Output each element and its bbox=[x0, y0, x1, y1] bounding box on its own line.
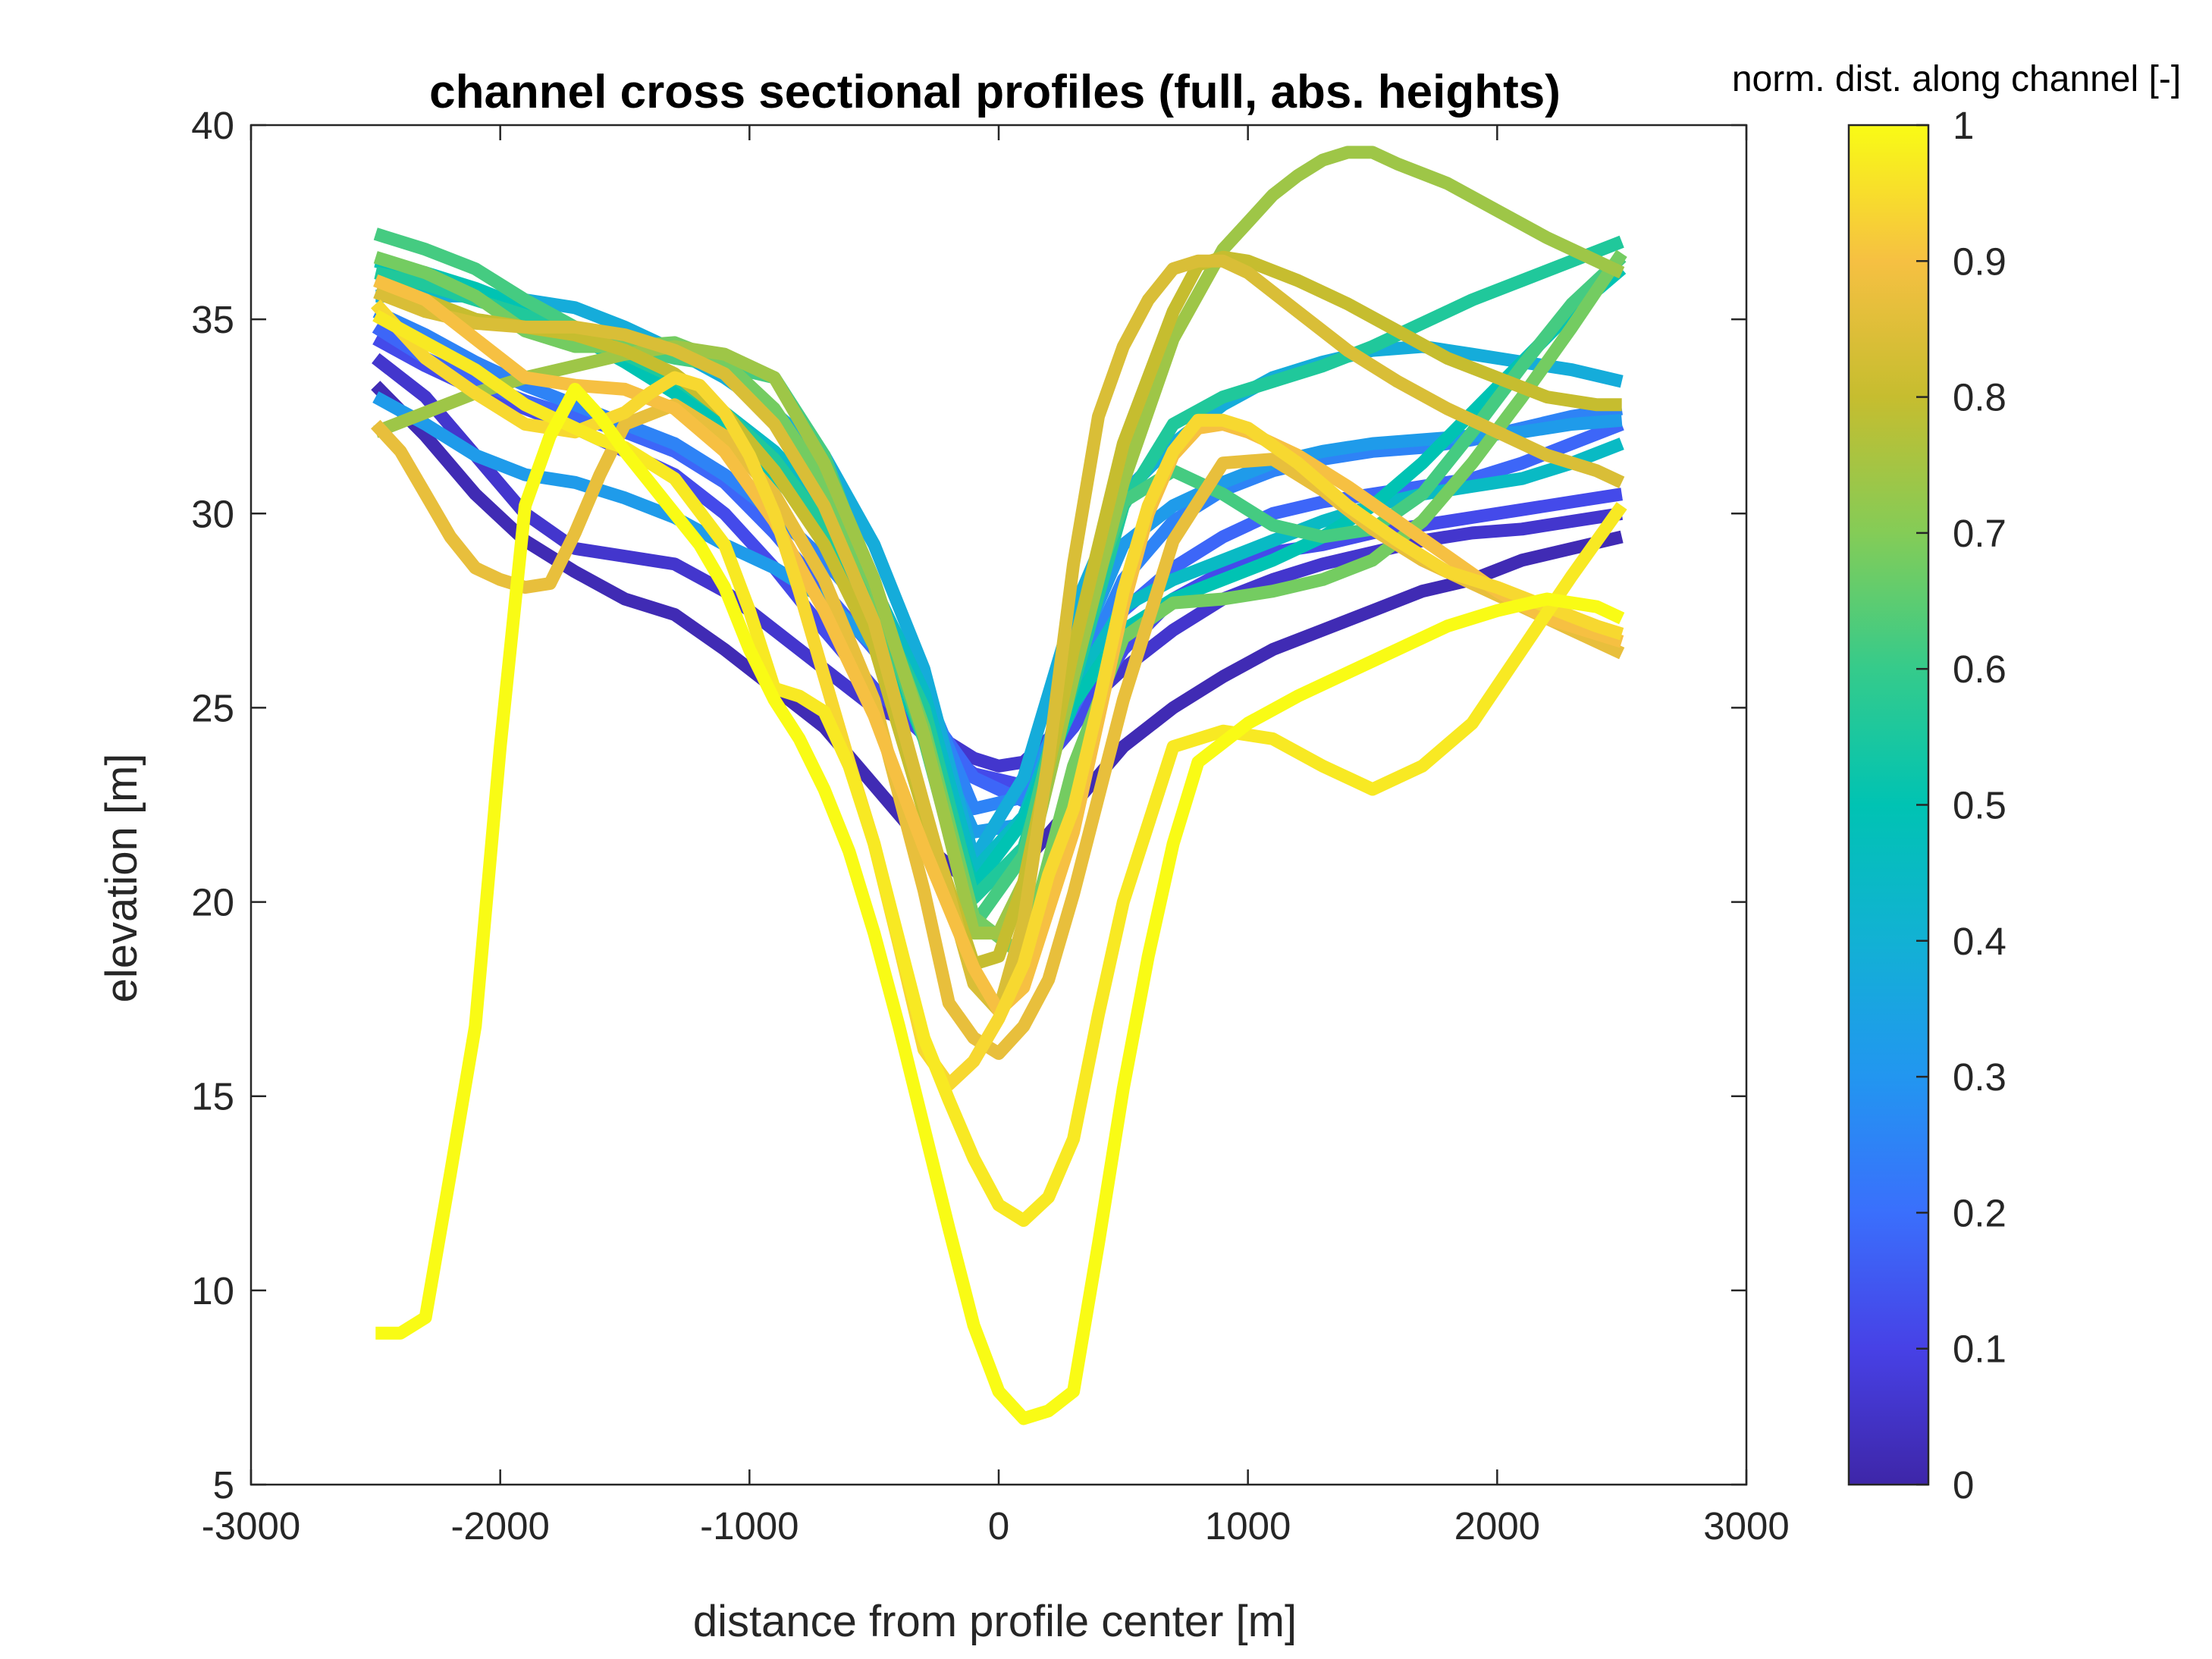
x-tick-label: -2000 bbox=[450, 1504, 549, 1548]
profile-line-15 bbox=[373, 254, 1625, 1018]
profile-line-17 bbox=[373, 274, 1624, 1018]
colorbar-tick-label: 0 bbox=[1953, 1463, 1974, 1507]
x-tick-label: 0 bbox=[988, 1504, 1009, 1548]
colorbar-tick-label: 0.2 bbox=[1953, 1191, 2006, 1234]
colorbar-title: norm. dist. along channel [-] bbox=[1732, 59, 2181, 99]
y-tick-label: 40 bbox=[191, 104, 234, 147]
y-axis: 5 10 15 20 25 30 35 40 bbox=[191, 104, 1746, 1507]
x-axis: -3000 -2000 -1000 0 1000 2000 3000 bbox=[202, 125, 1790, 1548]
profile-line-18 bbox=[371, 299, 1624, 1091]
y-tick-label: 35 bbox=[191, 298, 234, 341]
colorbar-tick-label: 0.8 bbox=[1953, 376, 2006, 419]
y-tick-label: 10 bbox=[191, 1269, 234, 1312]
colorbar-tick-label: 0.4 bbox=[1953, 920, 2006, 963]
colorbar-tick-label: 0.9 bbox=[1953, 240, 2006, 283]
series-layer bbox=[371, 146, 1627, 1425]
x-tick-label: 3000 bbox=[1703, 1504, 1789, 1548]
colorbar-tick-label: 0.6 bbox=[1953, 648, 2006, 691]
y-tick-label: 20 bbox=[191, 881, 234, 924]
x-tick-label: 2000 bbox=[1454, 1504, 1540, 1548]
colorbar-tick-label: 0.7 bbox=[1953, 512, 2006, 555]
x-tick-label: -1000 bbox=[700, 1504, 799, 1548]
colorbar-ticks: 0 0.1 0.2 0.3 0.4 0.5 0.6 0.7 0.8 0.9 1 bbox=[1916, 104, 2006, 1507]
y-tick-label: 5 bbox=[213, 1463, 234, 1507]
colorbar-tick-label: 1 bbox=[1953, 104, 1974, 147]
colorbar-tick-label: 0.3 bbox=[1953, 1055, 2006, 1099]
colorbar-tick-label: 0.1 bbox=[1953, 1328, 2006, 1371]
y-tick-label: 30 bbox=[191, 492, 234, 535]
colorbar-gradient bbox=[1847, 124, 1930, 1486]
plot-area: -3000 -2000 -1000 0 1000 2000 3000 5 10 15 20 25 30… bbox=[191, 104, 1789, 1548]
x-tick-label: -3000 bbox=[202, 1504, 300, 1548]
y-axis-label: elevation [m] bbox=[97, 754, 146, 1003]
y-tick-label: 15 bbox=[191, 1075, 234, 1118]
colorbar: 0 0.1 0.2 0.3 0.4 0.5 0.6 0.7 0.8 0.9 1 norm. dist… bbox=[1732, 59, 2181, 1507]
x-axis-label: distance from profile center [m] bbox=[693, 1597, 1297, 1646]
profile-line-20 bbox=[375, 382, 1625, 1425]
profile-line-4 bbox=[372, 321, 1624, 808]
x-tick-label: 1000 bbox=[1205, 1504, 1291, 1548]
y-tick-label: 25 bbox=[191, 686, 234, 729]
chart-title: channel cross sectional profiles (full, … bbox=[429, 66, 1561, 118]
colorbar-tick-label: 0.5 bbox=[1953, 784, 2006, 827]
profile-line-5 bbox=[372, 306, 1624, 816]
